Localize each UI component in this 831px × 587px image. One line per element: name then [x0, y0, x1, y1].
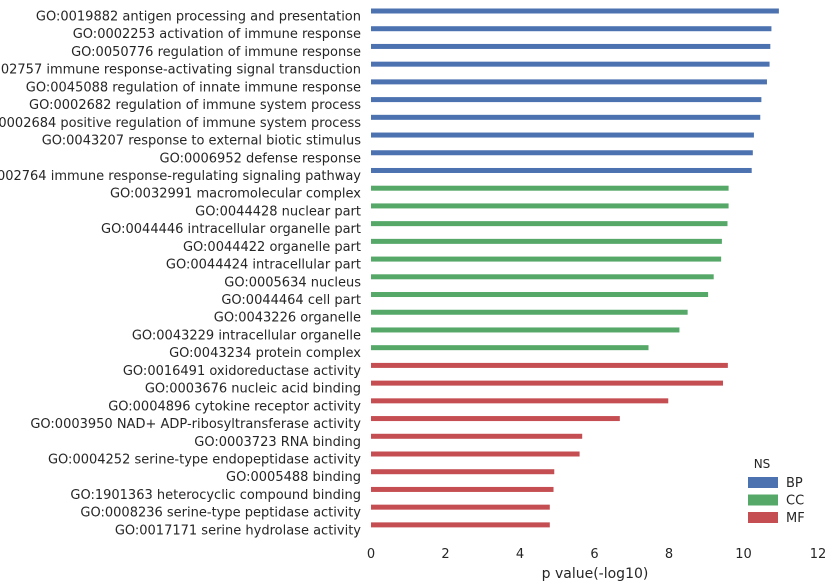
bar-bp	[371, 43, 771, 49]
category-label: GO:0043226 organelle	[214, 311, 361, 326]
legend-swatch-mf	[748, 512, 778, 523]
legend-swatch-bp	[748, 477, 778, 488]
bar-cc	[371, 345, 649, 351]
bar-mf	[371, 522, 550, 528]
x-tick-label: 0	[367, 547, 375, 562]
x-tick-label: 12	[810, 547, 827, 562]
bar-bp	[371, 79, 767, 85]
legend: NS BP CC MF	[748, 457, 805, 526]
category-label: GO:0043229 intracellular organelle	[132, 328, 361, 343]
bar-mf	[371, 433, 583, 439]
legend-swatch-cc	[748, 494, 778, 506]
category-label: GO:0045088 regulation of innate immune r…	[26, 80, 361, 95]
category-label: GO:0005634 nucleus	[224, 275, 361, 290]
bar-mf	[371, 398, 669, 404]
bar-mf	[371, 486, 554, 492]
category-label: GO:0017171 serine hydrolase activity	[115, 523, 361, 538]
category-label: GO:0006952 defense response	[160, 151, 362, 166]
bar-mf	[371, 451, 580, 457]
category-labels-group: GO:0019882 antigen processing and presen…	[0, 10, 361, 539]
bar-bp	[371, 61, 770, 67]
x-axis-title: p value(-log10)	[542, 566, 649, 582]
bar-mf	[371, 469, 555, 475]
x-tick-label: 8	[665, 547, 673, 562]
legend-items: BP CC MF	[748, 476, 805, 526]
bar-cc	[371, 238, 722, 244]
category-label: GO:0004896 cytokine receptor activity	[108, 399, 361, 414]
category-label: GO:0002764 immune response-regulating si…	[0, 169, 361, 184]
category-label: GO:0043207 response to external biotic s…	[42, 134, 362, 149]
category-label: GO:0044424 intracellular part	[166, 258, 361, 273]
category-label: GO:0044428 nuclear part	[195, 204, 361, 219]
legend-label-cc: CC	[786, 494, 804, 509]
category-label: GO:0044446 intracellular organelle part	[101, 222, 361, 237]
legend-label-bp: BP	[786, 476, 803, 491]
category-label: GO:0002684 positive regulation of immune…	[0, 116, 361, 131]
category-label: GO:0004252 serine-type endopeptidase act…	[48, 453, 361, 468]
category-label: GO:0002682 regulation of immune system p…	[29, 98, 361, 113]
bar-cc	[371, 203, 729, 209]
bar-bp	[371, 8, 779, 14]
category-label: GO:0003950 NAD+ ADP-ribosyltransferase a…	[30, 417, 361, 432]
category-label: GO:0019882 antigen processing and presen…	[36, 10, 361, 25]
bar-mf	[371, 416, 620, 422]
category-label: GO:0043234 protein complex	[169, 346, 361, 361]
category-label: GO:0003676 nucleic acid binding	[145, 382, 361, 397]
bar-bp	[371, 26, 772, 32]
category-label: GO:0016491 oxidoreductase activity	[123, 364, 361, 379]
category-label: GO:0050776 regulation of immune response	[71, 45, 361, 60]
category-label: GO:1901363 heterocyclic compound binding	[70, 488, 361, 503]
bar-cc	[371, 274, 714, 280]
bar-cc	[371, 256, 722, 262]
bar-mf	[371, 362, 728, 368]
bar-bp	[371, 114, 761, 120]
bar-mf	[371, 380, 724, 386]
x-axis-ticks-group: 0 2 4 6 8 10 12	[367, 547, 826, 562]
x-tick-label: 10	[735, 547, 752, 562]
x-tick-label: 2	[441, 547, 449, 562]
bar-bp	[371, 167, 752, 173]
category-label: GO:0002757 immune response-activating si…	[0, 63, 361, 78]
x-tick-label: 4	[516, 547, 524, 562]
bar-cc	[371, 292, 709, 298]
category-label: GO:0044422 organelle part	[183, 240, 361, 255]
category-label: GO:0044464 cell part	[221, 293, 361, 308]
bars-group	[371, 8, 779, 528]
legend-label-mf: MF	[786, 511, 805, 526]
bar-mf	[371, 504, 550, 510]
category-label: GO:0005488 binding	[226, 470, 361, 485]
bar-cc	[371, 309, 688, 315]
category-label: GO:0002253 activation of immune response	[73, 27, 361, 42]
category-label: GO:0003723 RNA binding	[194, 435, 361, 450]
bar-cc	[371, 221, 728, 227]
bar-cc	[371, 327, 680, 333]
bar-cc	[371, 185, 729, 191]
bar-bp	[371, 150, 753, 156]
bar-bp	[371, 132, 754, 138]
category-label: GO:0032991 macromolecular complex	[110, 187, 361, 202]
legend-title: NS	[754, 457, 771, 471]
x-tick-label: 6	[590, 547, 598, 562]
bar-bp	[371, 97, 762, 103]
category-label: GO:0008236 serine-type peptidase activit…	[80, 506, 361, 521]
